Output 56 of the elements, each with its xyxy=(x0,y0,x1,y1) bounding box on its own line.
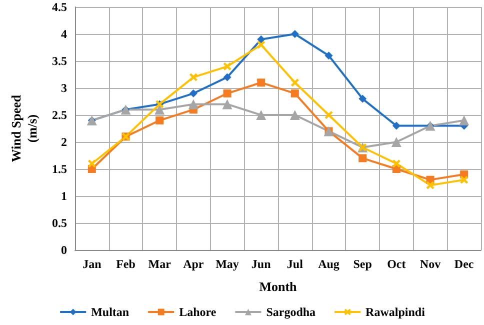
x-tick-label: Oct xyxy=(387,257,406,271)
point xyxy=(156,116,164,124)
point xyxy=(257,35,266,44)
point xyxy=(324,111,333,119)
point xyxy=(88,160,96,168)
y-tick-label: 4 xyxy=(61,27,67,41)
y-tick-label: 2 xyxy=(61,135,67,149)
point xyxy=(189,73,198,82)
point xyxy=(358,94,367,103)
point xyxy=(290,30,299,38)
y-tick-label: 0.5 xyxy=(52,216,67,230)
point xyxy=(391,137,402,147)
point xyxy=(290,78,299,87)
point xyxy=(358,154,367,162)
point xyxy=(257,40,266,49)
x-tick-label: Feb xyxy=(116,257,136,271)
point xyxy=(459,115,470,126)
x-tick-label: Sep xyxy=(353,257,372,271)
point xyxy=(223,62,232,70)
x-tick-label: Jul xyxy=(286,257,304,271)
point xyxy=(290,110,300,120)
x-axis-title: Month xyxy=(259,279,298,294)
x-tick-label: Apr xyxy=(183,257,204,271)
x-tick-label: Jun xyxy=(251,257,272,271)
point xyxy=(290,89,299,98)
x-tick-label: May xyxy=(216,257,239,271)
x-tick-label: Mar xyxy=(148,257,172,271)
point xyxy=(324,52,333,60)
point xyxy=(189,89,198,98)
point xyxy=(392,160,400,168)
x-tick-label: Nov xyxy=(420,257,441,271)
point xyxy=(256,110,266,120)
point xyxy=(257,78,266,87)
point xyxy=(460,176,468,184)
y-tick-label: 0 xyxy=(61,243,67,257)
y-axis-title: Wind Speed (m/s) xyxy=(8,94,40,162)
point xyxy=(154,104,165,115)
x-tick-label: Jan xyxy=(82,257,102,271)
point xyxy=(222,99,232,110)
legend-label: Multan xyxy=(91,305,130,319)
y-tick-label: 3.5 xyxy=(52,54,67,68)
point xyxy=(223,89,232,98)
y-tick-label: 1.5 xyxy=(52,162,67,176)
y-tick-label: 3 xyxy=(61,81,67,95)
point xyxy=(426,181,434,190)
x-tick-label: Dec xyxy=(454,257,474,271)
legend-label: Lahore xyxy=(179,305,217,319)
y-tick-label: 2.5 xyxy=(52,108,67,122)
legend-label: Sargodha xyxy=(266,305,316,319)
y-tick-label: 4.5 xyxy=(52,0,67,14)
point xyxy=(223,73,232,82)
point xyxy=(188,99,198,110)
x-tick-label: Aug xyxy=(318,257,340,271)
legend-label: Rawalpindi xyxy=(366,305,426,319)
point xyxy=(392,122,400,130)
y-tick-label: 1 xyxy=(61,189,67,203)
